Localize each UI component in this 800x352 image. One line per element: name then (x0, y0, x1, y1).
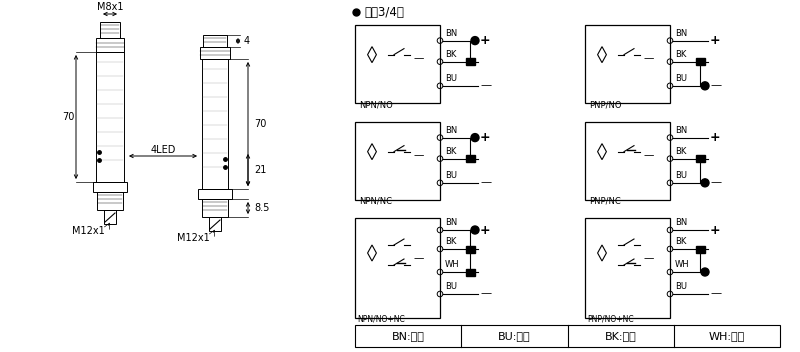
Text: —: — (413, 53, 423, 63)
Circle shape (471, 134, 479, 142)
Text: BN: BN (675, 29, 687, 38)
Text: 4LED: 4LED (150, 145, 176, 155)
Text: +: + (480, 34, 490, 47)
Circle shape (701, 268, 709, 276)
Text: —: — (413, 150, 423, 160)
Text: —: — (643, 53, 654, 63)
Text: BU:兰色: BU:兰色 (498, 331, 530, 341)
Text: BK: BK (445, 50, 456, 59)
Bar (466, 155, 475, 162)
Text: 70: 70 (62, 112, 74, 122)
Text: BU: BU (445, 171, 457, 180)
Text: BU: BU (675, 282, 687, 291)
Text: BK: BK (445, 237, 456, 246)
Bar (585, 25, 670, 103)
Circle shape (471, 226, 479, 234)
Text: BN:棕色: BN:棕色 (392, 331, 425, 341)
Text: BU: BU (675, 171, 687, 180)
Text: —: — (480, 80, 491, 90)
Circle shape (471, 37, 479, 45)
Text: +: + (480, 131, 490, 144)
Text: —: — (710, 288, 721, 298)
Text: BN: BN (445, 126, 458, 134)
Text: BN: BN (675, 218, 687, 227)
Text: 4: 4 (244, 36, 250, 46)
Text: NPN/NC: NPN/NC (359, 197, 392, 206)
Text: PNP/NO+NC: PNP/NO+NC (587, 315, 634, 324)
Bar (466, 269, 475, 276)
Text: +: + (710, 224, 721, 237)
Text: BU: BU (445, 74, 457, 83)
Text: +: + (710, 131, 721, 144)
Bar (466, 245, 475, 252)
Text: M8x1: M8x1 (97, 2, 123, 12)
Text: WH:白色: WH:白色 (709, 331, 745, 341)
Text: —: — (413, 253, 423, 263)
Text: BK: BK (675, 147, 686, 156)
Text: NPN/NO+NC: NPN/NO+NC (357, 315, 405, 324)
Text: 21: 21 (254, 165, 266, 175)
Text: BN: BN (445, 218, 458, 227)
Text: BK: BK (445, 147, 456, 156)
Bar (696, 155, 705, 162)
Bar (355, 25, 440, 103)
Text: 70: 70 (254, 119, 266, 129)
Text: —: — (480, 288, 491, 298)
Text: BK: BK (675, 237, 686, 246)
Bar (355, 218, 440, 318)
Bar (355, 325, 780, 347)
Text: —: — (643, 253, 654, 263)
Text: PNP/NO: PNP/NO (589, 100, 622, 109)
Text: BN: BN (445, 29, 458, 38)
Text: 8.5: 8.5 (254, 203, 270, 213)
Bar (355, 122, 440, 200)
Text: WH: WH (675, 260, 690, 269)
Text: —: — (710, 80, 721, 90)
Text: M12x1: M12x1 (72, 226, 105, 236)
Text: BU: BU (675, 74, 687, 83)
Text: +: + (710, 34, 721, 47)
Bar (585, 218, 670, 318)
Bar (696, 245, 705, 252)
Text: +: + (480, 224, 490, 237)
Bar (696, 58, 705, 65)
Circle shape (701, 82, 709, 90)
Text: —: — (480, 177, 491, 187)
Text: —: — (643, 150, 654, 160)
Text: —: — (710, 177, 721, 187)
Text: WH: WH (445, 260, 460, 269)
Text: M12x1: M12x1 (178, 233, 210, 243)
Text: 直涁3/4线: 直涁3/4线 (364, 6, 404, 19)
Circle shape (701, 179, 709, 187)
Text: PNP/NC: PNP/NC (589, 197, 621, 206)
Text: BK:黑色: BK:黑色 (605, 331, 637, 341)
Text: NPN/NO: NPN/NO (359, 100, 393, 109)
Bar (585, 122, 670, 200)
Text: BK: BK (675, 50, 686, 59)
Text: BN: BN (675, 126, 687, 134)
Text: BU: BU (445, 282, 457, 291)
Bar (466, 58, 475, 65)
